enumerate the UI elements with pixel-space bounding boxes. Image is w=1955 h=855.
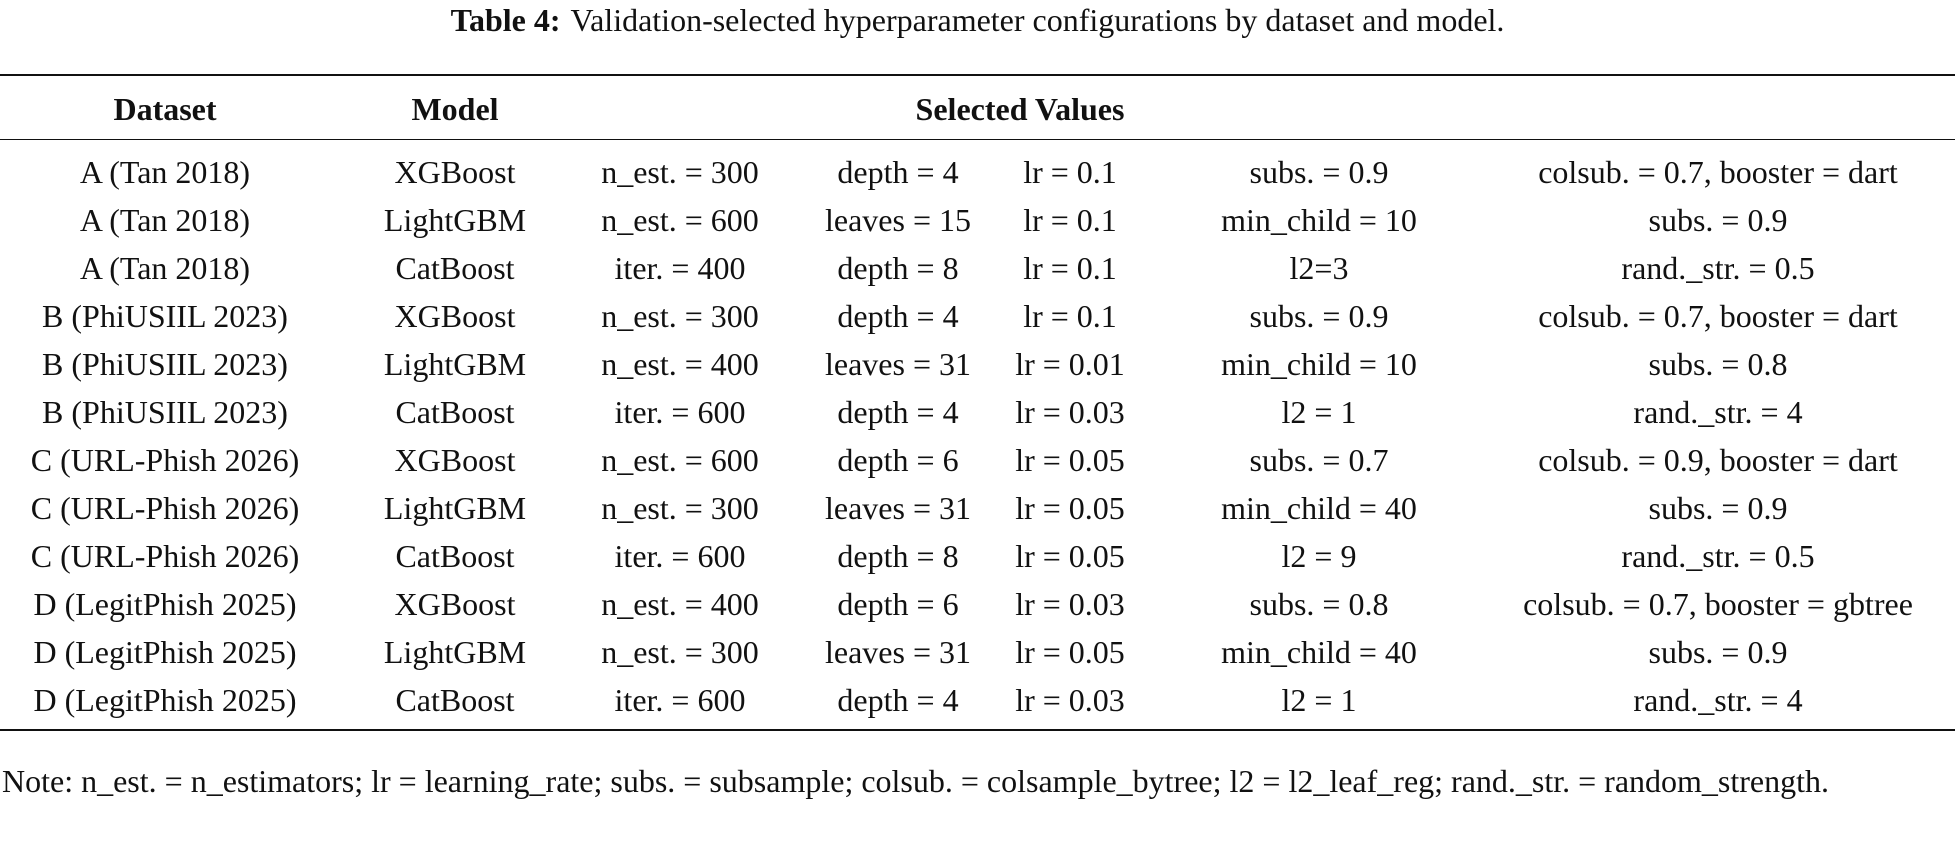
- table-cell: CatBoost: [395, 394, 515, 430]
- table-cell: A (Tan 2018): [79, 202, 251, 238]
- table-cell: LightGBM: [383, 634, 527, 670]
- table-cell: lr = 0.05: [1015, 634, 1125, 670]
- table-cell: min_child = 40: [1221, 634, 1417, 670]
- table-cell: depth = 4: [837, 682, 959, 718]
- table-cell: subs. = 0.9: [1249, 154, 1389, 190]
- top-rule: [0, 74, 1955, 76]
- table-cell: min_child = 40: [1221, 490, 1417, 526]
- table-cell: lr = 0.1: [1023, 250, 1117, 286]
- table-cell: LightGBM: [383, 346, 527, 382]
- table-cell: rand._str. = 0.5: [1621, 538, 1815, 574]
- bottom-rule: [0, 729, 1955, 731]
- table-cell: lr = 0.05: [1015, 490, 1125, 526]
- table-cell: leaves = 15: [825, 202, 971, 238]
- table-cell: min_child = 10: [1221, 202, 1417, 238]
- caption-text: Validation-selected hyperparameter confi…: [570, 2, 1505, 38]
- table-cell: iter. = 400: [614, 250, 746, 286]
- table-cell: n_est. = 300: [601, 298, 759, 334]
- table-cell: lr = 0.1: [1023, 298, 1117, 334]
- table-cell: B (PhiUSIIL 2023): [42, 394, 288, 430]
- table-cell: CatBoost: [395, 538, 515, 574]
- table-cell: XGBoost: [394, 442, 516, 478]
- table-cell: leaves = 31: [825, 346, 971, 382]
- table-cell: depth = 4: [837, 394, 959, 430]
- table-cell: depth = 6: [837, 442, 959, 478]
- table-cell: subs. = 0.9: [1648, 634, 1788, 670]
- table-cell: depth = 4: [837, 298, 959, 334]
- table-cell: n_est. = 600: [601, 442, 759, 478]
- table-cell: XGBoost: [394, 298, 516, 334]
- table-cell: iter. = 600: [614, 682, 746, 718]
- table-cell: subs. = 0.9: [1249, 298, 1389, 334]
- mid-rule: [0, 139, 1955, 140]
- table-cell: lr = 0.03: [1015, 394, 1125, 430]
- table-cell: n_est. = 300: [601, 634, 759, 670]
- table-cell: iter. = 600: [614, 538, 746, 574]
- table-cell: min_child = 10: [1221, 346, 1417, 382]
- table-cell: rand._str. = 4: [1633, 682, 1803, 718]
- table-cell: C (URL-Phish 2026): [30, 490, 300, 526]
- table-cell: XGBoost: [394, 586, 516, 622]
- table-cell: iter. = 600: [614, 394, 746, 430]
- table-cell: B (PhiUSIIL 2023): [42, 298, 288, 334]
- table-cell: depth = 4: [837, 154, 959, 190]
- note: Note: n_est. = n_estimators; lr = learni…: [2, 763, 1830, 799]
- table-cell: lr = 0.03: [1015, 682, 1125, 718]
- table-cell: lr = 0.1: [1023, 154, 1117, 190]
- table-cell: D (LegitPhish 2025): [33, 682, 297, 718]
- table-cell: depth = 8: [837, 250, 959, 286]
- table-cell: l2 = 1: [1281, 394, 1357, 430]
- table-cell: leaves = 31: [825, 490, 971, 526]
- table-cell: leaves = 31: [825, 634, 971, 670]
- table-cell: colsub. = 0.7, booster = dart: [1538, 298, 1898, 334]
- table-cell: LightGBM: [383, 490, 527, 526]
- header-cell: Selected Values: [915, 91, 1125, 127]
- table-cell: n_est. = 400: [601, 586, 759, 622]
- table-cell: A (Tan 2018): [79, 154, 251, 190]
- table-cell: depth = 6: [837, 586, 959, 622]
- table-cell: D (LegitPhish 2025): [33, 586, 297, 622]
- table-cell: D (LegitPhish 2025): [33, 634, 297, 670]
- table-cell: subs. = 0.8: [1648, 346, 1788, 382]
- table-cell: subs. = 0.9: [1648, 202, 1788, 238]
- header-cell: Model: [411, 91, 499, 127]
- caption: Table 4: Validation-selected hyperparamet…: [0, 0, 1955, 40]
- table-cell: colsub. = 0.7, booster = gbtree: [1523, 586, 1913, 622]
- table-cell: depth = 8: [837, 538, 959, 574]
- table-cell: lr = 0.01: [1015, 346, 1125, 382]
- table-cell: colsub. = 0.9, booster = dart: [1538, 442, 1898, 478]
- table-cell: l2=3: [1289, 250, 1349, 286]
- table-cell: n_est. = 300: [601, 490, 759, 526]
- table-cell: subs. = 0.7: [1249, 442, 1389, 478]
- table-cell: C (URL-Phish 2026): [30, 538, 300, 574]
- table-cell: LightGBM: [383, 202, 527, 238]
- table-cell: B (PhiUSIIL 2023): [42, 346, 288, 382]
- table-cell: lr = 0.1: [1023, 202, 1117, 238]
- table-cell: n_est. = 300: [601, 154, 759, 190]
- table-cell: rand._str. = 4: [1633, 394, 1803, 430]
- table-cell: subs. = 0.9: [1648, 490, 1788, 526]
- table-cell: colsub. = 0.7, booster = dart: [1538, 154, 1898, 190]
- caption-label: Table 4:: [450, 2, 561, 38]
- table-cell: lr = 0.03: [1015, 586, 1125, 622]
- table-cell: l2 = 1: [1281, 682, 1357, 718]
- table-cell: lr = 0.05: [1015, 442, 1125, 478]
- table-cell: n_est. = 600: [601, 202, 759, 238]
- table-cell: n_est. = 400: [601, 346, 759, 382]
- table-cell: l2 = 9: [1281, 538, 1357, 574]
- table-cell: subs. = 0.8: [1249, 586, 1389, 622]
- table-cell: CatBoost: [395, 250, 515, 286]
- table-cell: CatBoost: [395, 682, 515, 718]
- table-cell: C (URL-Phish 2026): [30, 442, 300, 478]
- table-cell: lr = 0.05: [1015, 538, 1125, 574]
- table-cell: rand._str. = 0.5: [1621, 250, 1815, 286]
- table-cell: A (Tan 2018): [79, 250, 251, 286]
- table-cell: XGBoost: [394, 154, 516, 190]
- header-cell: Dataset: [113, 91, 217, 127]
